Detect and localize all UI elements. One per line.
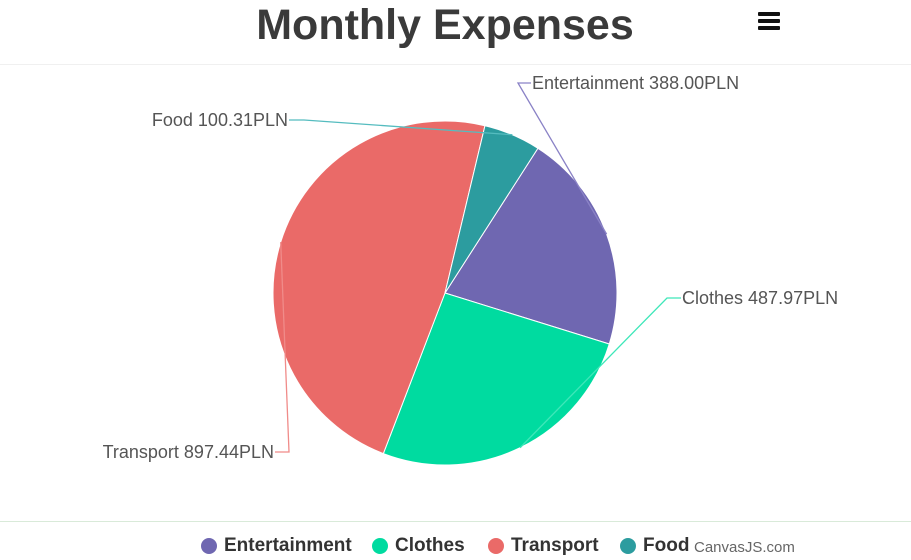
chart-menu-button[interactable] [752, 6, 786, 34]
data-label-entertainment: Entertainment 388.00PLN [532, 73, 739, 93]
chart-legend: Entertainment Clothes Transport Food [0, 533, 911, 559]
legend-label: Entertainment [224, 535, 352, 556]
data-label-transport: Transport 897.44PLN [103, 442, 274, 462]
hamburger-menu-icon [758, 12, 780, 16]
legend-label: Clothes [395, 535, 465, 556]
divider [0, 521, 911, 522]
data-label-clothes: Clothes 487.97PLN [682, 288, 838, 308]
legend-marker [372, 538, 388, 554]
legend-label: Transport [511, 535, 599, 556]
pie-chart: Entertainment 388.00PLN Clothes 487.97PLN… [103, 73, 838, 466]
legend-marker [201, 538, 217, 554]
divider [0, 64, 911, 65]
legend-item-transport[interactable]: Transport [488, 533, 599, 559]
credit-link[interactable]: CanvasJS.com [694, 539, 795, 556]
legend-marker [620, 538, 636, 554]
legend-label: Food [643, 535, 690, 556]
leader-line-entertainment [516, 82, 608, 235]
leader-line-food [289, 119, 513, 136]
legend-item-food[interactable]: Food [620, 533, 689, 559]
legend-marker [488, 538, 504, 554]
pie-slice-food[interactable] [444, 125, 539, 294]
legend-item-clothes[interactable]: Clothes [372, 533, 465, 559]
chart-title: Monthly Expenses [256, 1, 634, 49]
leader-line-transport [275, 242, 290, 453]
legend-item-entertainment[interactable]: Entertainment [201, 533, 352, 559]
leader-line-clothes [519, 297, 681, 449]
data-label-food: Food 100.31PLN [152, 110, 288, 130]
